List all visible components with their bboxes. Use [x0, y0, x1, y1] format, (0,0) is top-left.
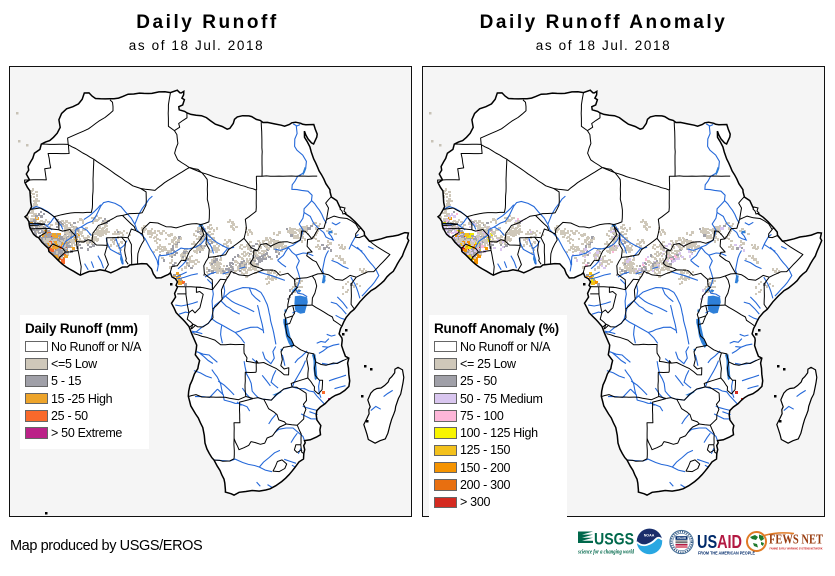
svg-text:USGS: USGS — [594, 531, 634, 549]
svg-text:FROM THE AMERICAN PEOPLE: FROM THE AMERICAN PEOPLE — [698, 551, 755, 556]
svg-text:USAID: USAID — [697, 531, 742, 552]
svg-text:USAID: USAID — [677, 536, 687, 540]
svg-text:NOAA: NOAA — [644, 534, 655, 538]
svg-text:science for a changing world: science for a changing world — [577, 550, 635, 556]
svg-text:FEWS NET: FEWS NET — [769, 533, 823, 548]
svg-text:FAMINE EARLY WARNING SYSTEMS N: FAMINE EARLY WARNING SYSTEMS NETWORK — [770, 547, 824, 551]
